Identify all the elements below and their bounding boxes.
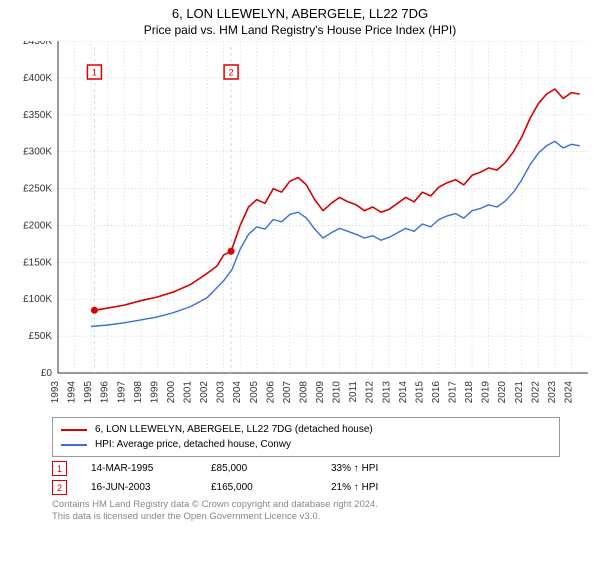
legend-swatch-series1 [61, 429, 87, 431]
svg-text:2001: 2001 [183, 381, 194, 404]
marker-badge-1: 1 [52, 461, 67, 476]
svg-text:1: 1 [92, 68, 97, 78]
svg-text:2009: 2009 [315, 381, 326, 404]
svg-text:1994: 1994 [67, 381, 78, 404]
svg-text:£200K: £200K [23, 220, 52, 231]
svg-text:1998: 1998 [133, 381, 144, 404]
marker-price: £85,000 [211, 463, 331, 474]
svg-text:1996: 1996 [100, 381, 111, 404]
footnote-line: This data is licensed under the Open Gov… [52, 511, 560, 523]
svg-text:2022: 2022 [530, 381, 541, 404]
marker-row: 2 16-JUN-2003 £165,000 21% ↑ HPI [52, 480, 560, 495]
marker-badge-2: 2 [52, 480, 67, 495]
svg-text:2011: 2011 [348, 381, 359, 403]
svg-text:2021: 2021 [514, 381, 525, 404]
legend: 6, LON LLEWELYN, ABERGELE, LL22 7DG (det… [52, 417, 560, 457]
legend-swatch-series2 [61, 444, 87, 446]
legend-label: HPI: Average price, detached house, Conw… [95, 437, 291, 452]
marker-price: £165,000 [211, 482, 331, 493]
chart-subtitle: Price paid vs. HM Land Registry's House … [0, 23, 600, 37]
chart-container: 6, LON LLEWELYN, ABERGELE, LL22 7DG Pric… [0, 6, 600, 566]
svg-text:2005: 2005 [249, 381, 260, 404]
footnote: Contains HM Land Registry data © Crown c… [52, 499, 560, 524]
svg-text:2002: 2002 [199, 381, 210, 404]
legend-row: 6, LON LLEWELYN, ABERGELE, LL22 7DG (det… [61, 422, 551, 437]
marker-delta: 21% ↑ HPI [331, 482, 451, 493]
marker-delta: 33% ↑ HPI [331, 463, 451, 474]
svg-text:1997: 1997 [116, 381, 127, 404]
svg-text:2013: 2013 [381, 381, 392, 404]
svg-text:2017: 2017 [448, 381, 459, 404]
svg-text:2020: 2020 [497, 381, 508, 404]
footnote-line: Contains HM Land Registry data © Crown c… [52, 499, 560, 511]
svg-text:1999: 1999 [149, 381, 160, 404]
svg-text:2: 2 [229, 68, 234, 78]
svg-text:£250K: £250K [23, 184, 52, 195]
svg-text:£150K: £150K [23, 257, 52, 268]
chart-svg: £0 £50K £100K £150K £200K £250K £300K £350K £400… [10, 41, 590, 411]
svg-text:£300K: £300K [23, 147, 52, 158]
svg-text:2008: 2008 [298, 381, 309, 404]
svg-text:£350K: £350K [23, 110, 52, 121]
svg-text:2018: 2018 [464, 381, 475, 404]
svg-text:2016: 2016 [431, 381, 442, 404]
svg-text:2024: 2024 [563, 381, 574, 404]
legend-label: 6, LON LLEWELYN, ABERGELE, LL22 7DG (det… [95, 422, 373, 437]
svg-text:1993: 1993 [50, 381, 61, 404]
svg-text:£100K: £100K [23, 294, 52, 305]
svg-text:2006: 2006 [265, 381, 276, 404]
svg-text:2010: 2010 [332, 381, 343, 404]
svg-text:2004: 2004 [232, 381, 243, 404]
svg-text:2014: 2014 [398, 381, 409, 404]
svg-text:2012: 2012 [365, 381, 376, 404]
svg-text:£0: £0 [41, 368, 53, 379]
marker-date: 16-JUN-2003 [91, 482, 211, 493]
marker-date: 14-MAR-1995 [91, 463, 211, 474]
legend-row: HPI: Average price, detached house, Conw… [61, 437, 551, 452]
svg-text:2003: 2003 [216, 381, 227, 404]
svg-text:2019: 2019 [481, 381, 492, 404]
svg-text:£400K: £400K [23, 73, 52, 84]
chart-area: £0 £50K £100K £150K £200K £250K £300K £350K £400… [10, 41, 590, 411]
svg-text:2015: 2015 [414, 381, 425, 404]
svg-text:£50K: £50K [29, 331, 53, 342]
svg-text:2000: 2000 [166, 381, 177, 404]
marker-row: 1 14-MAR-1995 £85,000 33% ↑ HPI [52, 461, 560, 476]
svg-text:2023: 2023 [547, 381, 558, 404]
marker-table: 1 14-MAR-1995 £85,000 33% ↑ HPI 2 16-JUN… [52, 461, 560, 495]
chart-title: 6, LON LLEWELYN, ABERGELE, LL22 7DG [0, 6, 600, 21]
svg-text:1995: 1995 [83, 381, 94, 404]
svg-text:£450K: £450K [23, 41, 52, 47]
svg-text:2007: 2007 [282, 381, 293, 404]
